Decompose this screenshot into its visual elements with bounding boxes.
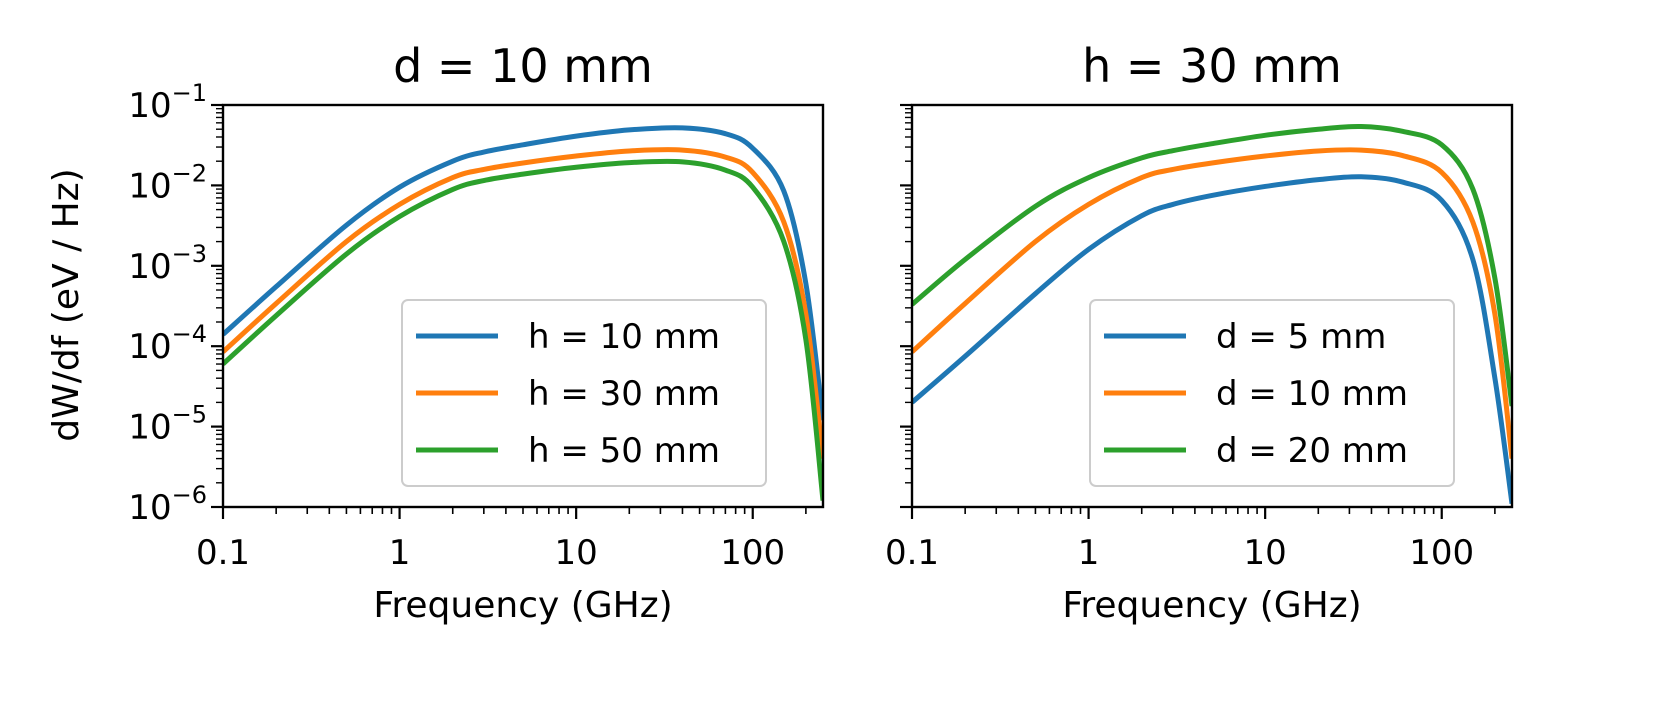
chart-panel-2: h = 30 mm Frequency (GHz) 0.1 1 10 100 d = 5 m…: [885, 39, 1514, 626]
x-tick-label: 1: [389, 533, 411, 573]
legend: h = 10 mm h = 30 mm h = 50 mm: [401, 299, 767, 487]
chart-title: d = 10 mm: [393, 39, 653, 93]
series-line-2: [912, 147, 1512, 459]
y-tick-label: 10−4: [128, 320, 207, 367]
legend-box: [1089, 299, 1455, 487]
x-tick-label: 100: [720, 533, 785, 573]
legend-label-2: h = 30 mm: [528, 374, 720, 414]
x-tick-label: 0.1: [885, 533, 939, 573]
series-line-3: [223, 158, 823, 501]
series-line-3: [912, 123, 1512, 407]
y-axis-label: dW/df (eV / Hz): [46, 168, 87, 441]
chart-panel-1: d = 10 mm Frequency (GHz) 0.1 1 10 100 10−1 10−…: [128, 39, 825, 626]
y-tick-label: 10−1: [128, 79, 207, 126]
legend-label-2: d = 10 mm: [1216, 374, 1408, 414]
legend-label-1: h = 10 mm: [528, 317, 720, 357]
x-tick-label: 0.1: [196, 533, 250, 573]
x-tick-label: 1: [1078, 533, 1100, 573]
x-axis-label: Frequency (GHz): [1062, 585, 1361, 626]
y-tick-label: 10−2: [128, 159, 207, 206]
x-tick-label: 100: [1409, 533, 1474, 573]
legend-label-1: d = 5 mm: [1216, 317, 1386, 357]
chart-title: h = 30 mm: [1082, 39, 1342, 93]
series-line-1: [223, 125, 823, 421]
x-tick-label: 10: [555, 533, 598, 573]
legend-label-3: h = 50 mm: [528, 431, 720, 471]
series-line-2: [223, 147, 823, 459]
y-tick-label: 10−5: [128, 401, 207, 448]
series-line-1: [912, 174, 1512, 505]
legend-box: [401, 299, 767, 487]
x-axis-label: Frequency (GHz): [373, 585, 672, 626]
y-tick-label: 10−3: [128, 240, 207, 287]
y-tick-label: 10−6: [128, 481, 207, 528]
legend: d = 5 mm d = 10 mm d = 20 mm: [1089, 299, 1455, 487]
x-tick-label: 10: [1244, 533, 1287, 573]
legend-label-3: d = 20 mm: [1216, 431, 1408, 471]
